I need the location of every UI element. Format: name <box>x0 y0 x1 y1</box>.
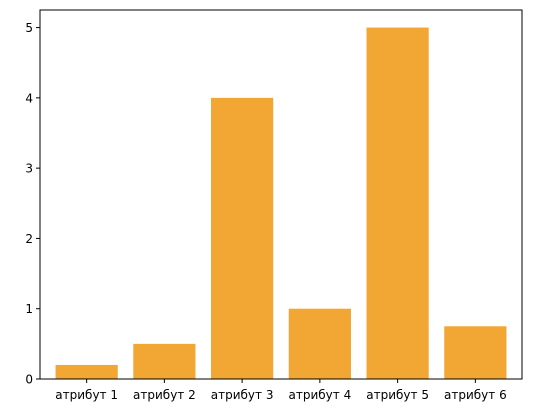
y-tick-label: 0 <box>25 373 33 387</box>
axes-layer: 0 1 2 3 4 5 атрибут 1 атрибут 2 атрибут 3 атрибут… <box>25 9 523 402</box>
x-tick-label: атрибут 6 <box>444 388 507 402</box>
x-tick-label: атрибут 5 <box>366 388 429 402</box>
y-tick-label: 4 <box>25 91 33 105</box>
y-tick-label: 5 <box>25 21 33 35</box>
bars-layer <box>55 27 507 380</box>
bar-1 <box>55 364 118 379</box>
x-tick-label: атрибут 4 <box>289 388 352 402</box>
x-tick-label: атрибут 2 <box>133 388 196 402</box>
bar-5 <box>366 27 429 379</box>
bar-6 <box>444 326 507 379</box>
y-tick-label: 3 <box>25 162 33 176</box>
y-tick-label: 2 <box>25 232 33 246</box>
x-tick-label: атрибут 1 <box>55 388 118 402</box>
x-tick-label: атрибут 3 <box>211 388 274 402</box>
bar-3 <box>211 97 274 380</box>
y-tick-label: 1 <box>25 302 33 316</box>
plot-frame <box>39 9 523 380</box>
bar-2 <box>133 343 196 379</box>
bar-4 <box>288 308 351 379</box>
